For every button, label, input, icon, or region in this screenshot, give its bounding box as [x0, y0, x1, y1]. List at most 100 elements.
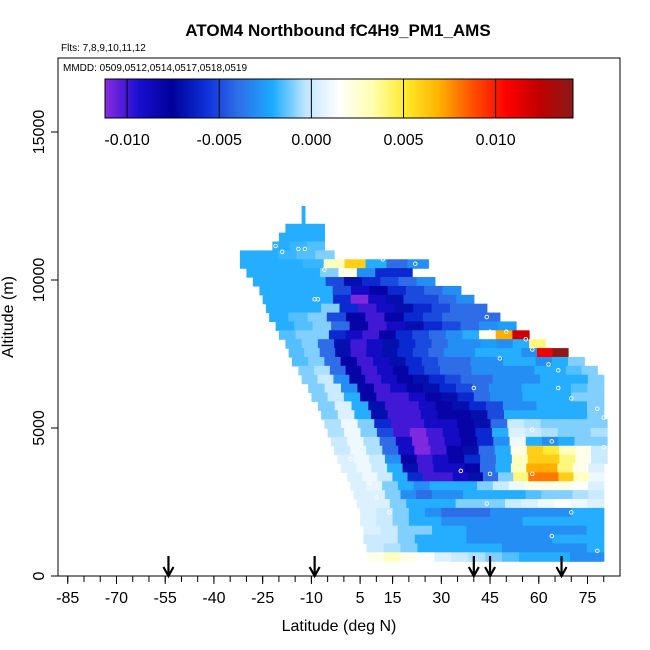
heatmap-cell — [519, 552, 537, 562]
heatmap-cell — [506, 516, 524, 527]
heatmap-cell — [239, 259, 262, 269]
heatmap-cell — [323, 259, 346, 269]
heatmap-cell — [491, 428, 510, 438]
heatmap-cell — [472, 383, 490, 394]
heatmap-cell — [490, 419, 508, 429]
heatmap-cell — [558, 472, 575, 482]
heatmap-cell — [588, 472, 605, 482]
sample-point — [578, 477, 584, 483]
heatmap-cell — [398, 277, 418, 287]
heatmap-cell — [555, 507, 572, 518]
heatmap-cell — [384, 490, 402, 500]
heatmap-cell — [522, 392, 540, 402]
heatmap-cell — [349, 321, 369, 331]
heatmap-cell — [492, 481, 510, 491]
heatmap-cell — [557, 428, 575, 438]
flight-arrow — [555, 556, 568, 579]
heatmap-cell — [385, 401, 403, 411]
sample-point — [471, 385, 477, 391]
heatmap-cell — [455, 365, 473, 376]
heatmap-cell — [474, 348, 492, 358]
heatmap-cell — [538, 392, 556, 402]
heatmap-cell — [252, 277, 272, 287]
heatmap-cell — [260, 259, 283, 269]
heatmap-cell — [331, 321, 351, 331]
heatmap-cell — [512, 339, 530, 349]
heatmap-cell — [586, 543, 605, 553]
colorbar-tick-label: 0.000 — [291, 132, 331, 149]
heatmap-cell — [301, 268, 321, 278]
heatmap-cell — [288, 312, 309, 323]
heatmap-cell — [474, 419, 492, 429]
heatmap-cell — [500, 534, 519, 545]
heatmap-cell — [429, 481, 446, 491]
heatmap-cell — [400, 454, 418, 465]
heatmap-cell — [428, 330, 447, 340]
sample-point — [387, 510, 392, 515]
heatmap-cell — [376, 516, 394, 527]
heatmap-cell — [376, 392, 394, 402]
heatmap-cell — [304, 223, 325, 234]
heatmap-cell — [449, 525, 467, 536]
heatmap-cell — [397, 481, 415, 491]
heatmap-cell — [416, 277, 436, 287]
heatmap-cell — [412, 330, 430, 340]
heatmap-cell — [559, 454, 576, 465]
heatmap-cell — [551, 356, 569, 367]
heatmap-cell — [508, 374, 525, 385]
heatmap-cell — [466, 525, 485, 536]
heatmap-cell — [291, 356, 309, 367]
heatmap-cell — [471, 365, 488, 376]
heatmap-cell — [535, 534, 553, 545]
heatmap-cell — [455, 499, 473, 509]
heatmap-cell — [384, 312, 405, 323]
heatmap-cell — [557, 463, 574, 473]
heatmap-cell — [262, 294, 281, 305]
heatmap-cell — [392, 392, 410, 402]
heatmap-cell — [431, 490, 449, 500]
sample-point — [458, 468, 464, 474]
heatmap-cell — [402, 463, 419, 473]
heatmap-cell — [518, 365, 535, 376]
heatmap-cell — [541, 463, 558, 473]
heatmap-cell — [461, 481, 478, 491]
heatmap-cell — [301, 339, 319, 349]
heatmap-cell — [570, 499, 588, 509]
heatmap-cell — [369, 454, 386, 465]
heatmap-cell — [360, 507, 377, 518]
heatmap-cell — [520, 410, 538, 420]
heatmap-cell — [343, 277, 363, 287]
heatmap-cell — [490, 348, 507, 358]
heatmap-cell — [473, 392, 491, 402]
heatmap-cell — [536, 543, 554, 553]
heatmap-cell — [485, 552, 503, 562]
heatmap-cell — [408, 507, 426, 518]
heatmap-cell — [424, 419, 442, 429]
heatmap-cell — [380, 277, 400, 287]
heatmap-cell — [452, 472, 469, 482]
sample-point — [322, 267, 327, 272]
heatmap-cell — [295, 330, 313, 340]
heatmap-cell — [418, 401, 437, 411]
heatmap-cell — [473, 507, 491, 518]
heatmap-cell — [382, 339, 400, 349]
heatmap-cell — [350, 481, 367, 491]
heatmap-cell — [473, 516, 491, 527]
heatmap-cell — [526, 445, 544, 456]
heatmap-cell — [315, 294, 334, 305]
heatmap-cell — [505, 348, 523, 358]
heatmap-cells — [239, 206, 608, 562]
heatmap-cell — [289, 277, 309, 287]
heatmap-cell — [502, 552, 520, 562]
heatmap-cell — [572, 481, 589, 491]
sample-point — [273, 243, 278, 249]
sample-point — [487, 471, 493, 477]
heatmap-cell — [521, 383, 539, 394]
heatmap-cell — [353, 454, 370, 465]
heatmap-cell — [362, 277, 381, 287]
heatmap-cell — [301, 206, 306, 216]
heatmap-cell — [542, 436, 559, 447]
heatmap-cell — [302, 259, 325, 269]
heatmap-cell — [573, 419, 591, 429]
heatmap-cell — [554, 383, 572, 394]
